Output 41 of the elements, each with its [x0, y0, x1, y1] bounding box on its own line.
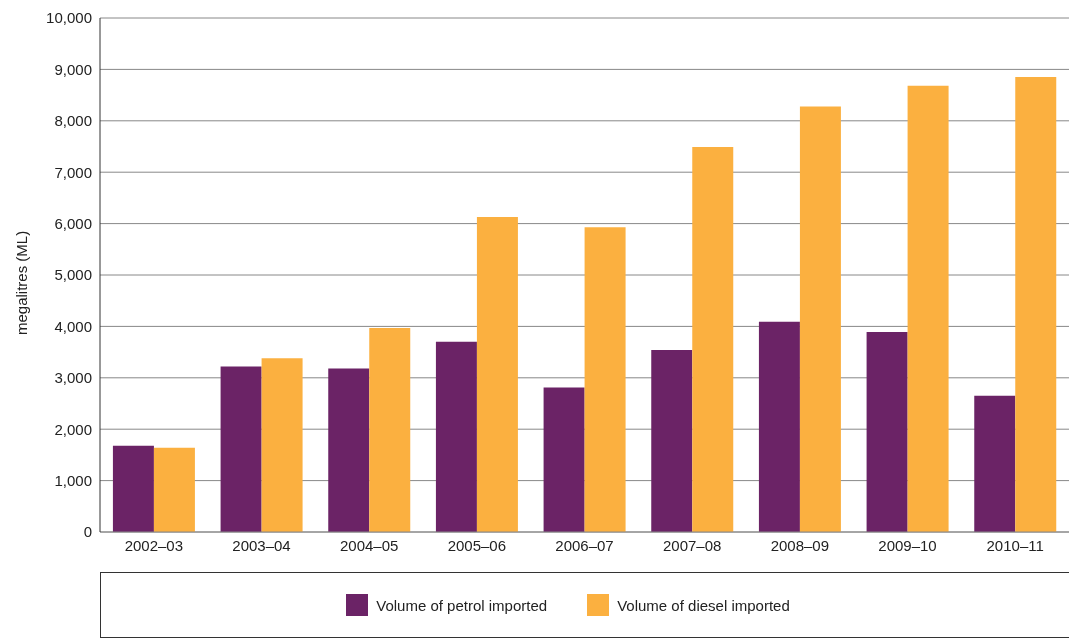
bar	[153, 447, 195, 532]
x-tick-label: 2002–03	[124, 536, 184, 554]
bar	[435, 341, 477, 532]
bar	[907, 85, 949, 532]
bar	[758, 321, 800, 532]
x-tick-label: 2005–06	[447, 536, 507, 554]
bar	[112, 445, 154, 532]
bar	[369, 327, 411, 532]
bar	[220, 366, 262, 532]
y-tick-label: 5,000	[54, 266, 92, 284]
bar	[476, 216, 518, 532]
y-tick-label: 2,000	[54, 420, 92, 438]
bar	[651, 350, 693, 532]
y-axis-title: megalitres (ML)	[13, 230, 31, 335]
x-tick-label: 2008–09	[770, 536, 830, 554]
y-tick-label: 10,000	[46, 9, 92, 27]
bar	[974, 395, 1016, 532]
x-tick-label: 2007–08	[662, 536, 722, 554]
bar	[799, 106, 841, 532]
bar	[261, 358, 303, 532]
bar	[866, 332, 908, 532]
x-tick-label: 2004–05	[339, 536, 399, 554]
bar	[543, 387, 585, 532]
bar	[328, 368, 370, 532]
y-tick-label: 0	[83, 523, 92, 541]
x-tick-label: 2006–07	[555, 536, 614, 554]
bar	[692, 147, 734, 532]
y-tick-label: 1,000	[54, 471, 92, 489]
y-tick-label: 4,000	[54, 317, 92, 335]
legend-label: Volume of diesel imported	[616, 595, 790, 616]
bar	[1015, 77, 1057, 532]
x-tick-label: 2009–10	[878, 536, 937, 554]
y-tick-label: 8,000	[54, 112, 92, 130]
y-tick-label: 6,000	[54, 214, 92, 232]
x-tick-label: 2003–04	[232, 536, 291, 554]
legend-label: Volume of petrol imported	[375, 595, 548, 616]
y-tick-label: 7,000	[54, 163, 92, 181]
x-tick-label: 2010–11	[986, 536, 1044, 554]
bar	[584, 227, 626, 532]
y-tick-label: 9,000	[54, 60, 92, 78]
y-tick-label: 3,000	[54, 369, 92, 387]
